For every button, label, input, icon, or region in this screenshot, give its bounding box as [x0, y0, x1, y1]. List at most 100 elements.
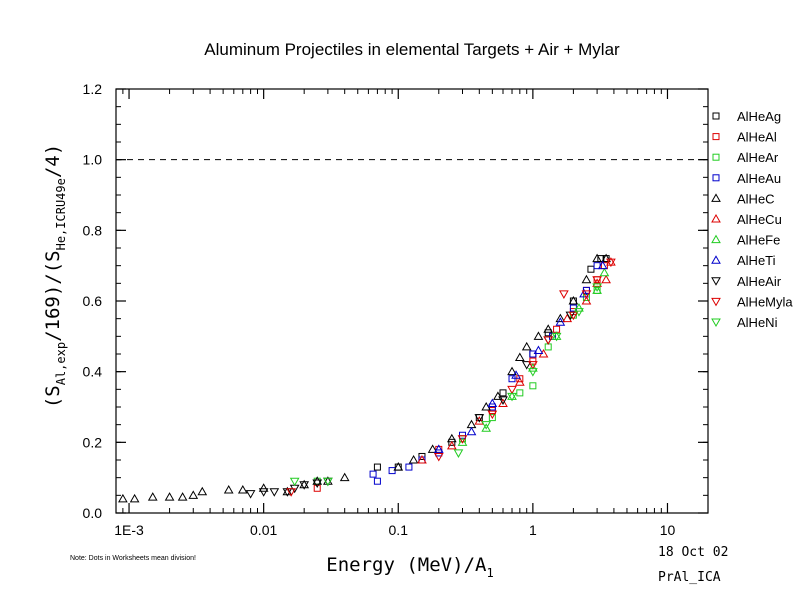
series-AlHeAg — [373, 255, 610, 471]
legend-label: AlHeAl — [737, 130, 777, 145]
y-tick-label: 1.2 — [83, 81, 103, 97]
data-point — [388, 467, 396, 475]
data-point — [555, 317, 566, 326]
legend-label: AlHeCu — [737, 212, 782, 227]
data-point — [592, 283, 602, 292]
date-stamp: 18 Oct 02 — [658, 545, 728, 560]
legend-label: AlHeTi — [737, 253, 776, 268]
data-point — [543, 324, 554, 333]
legend-label: AlHeFe — [737, 233, 780, 248]
data-point — [488, 403, 496, 411]
data-point — [488, 407, 496, 415]
data-point — [448, 438, 456, 446]
x-axis-label-main: Energy (MeV)/A — [326, 554, 487, 576]
data-point — [516, 375, 524, 383]
series-AlHeNi — [289, 283, 602, 487]
legend-label: AlHeAg — [737, 109, 781, 124]
series-AlHeTi — [433, 260, 608, 453]
legend-marker — [712, 112, 720, 120]
data-point — [312, 476, 323, 485]
legend-marker — [711, 277, 721, 286]
data-point — [581, 295, 592, 305]
data-point — [373, 477, 381, 485]
y-tick-label: 1.0 — [83, 152, 103, 168]
y-axis-label-subscript-2: He,ICRU49e — [54, 178, 68, 250]
data-point — [562, 313, 573, 323]
y-tick-label: 0.2 — [83, 434, 103, 450]
data-point — [474, 414, 485, 423]
data-point — [481, 421, 492, 430]
data-point — [511, 370, 521, 379]
data-point — [164, 492, 175, 501]
data-point — [529, 382, 537, 390]
data-point — [393, 462, 404, 471]
data-point — [435, 449, 443, 457]
data-point — [433, 452, 444, 462]
data-point — [599, 267, 610, 277]
legend-item: AlHeAg — [712, 109, 781, 124]
data-point — [269, 488, 280, 497]
data-point — [237, 485, 248, 494]
file-id: PrAl_ICA — [658, 570, 721, 585]
series-AlHeAu — [369, 262, 601, 485]
x-axis-label-subscript: 1 — [486, 566, 493, 580]
y-tick-label: 0.4 — [83, 364, 103, 380]
data-point — [507, 385, 517, 395]
plot-frame — [115, 88, 709, 514]
data-point — [417, 454, 427, 464]
data-point — [466, 426, 477, 436]
y-tick-label: 0.0 — [83, 505, 103, 521]
legend-label: AlHeMyla — [737, 294, 793, 309]
y-tick-label: 0.8 — [83, 222, 103, 238]
x-axis-ticks: 1E-3 0.01 0.1 1 10 — [114, 89, 675, 538]
data-point — [323, 477, 333, 487]
data-point — [507, 392, 517, 402]
data-point — [543, 336, 554, 345]
data-point — [514, 377, 525, 386]
legend-marker — [712, 133, 720, 141]
legend-marker — [711, 255, 721, 264]
data-point — [592, 276, 602, 285]
data-point — [299, 481, 310, 490]
data-point — [581, 290, 592, 299]
data-point — [457, 435, 468, 444]
legend-item: AlHeAl — [712, 130, 777, 145]
data-point — [528, 361, 538, 370]
data-point — [514, 352, 525, 362]
data-point — [592, 285, 602, 294]
data-point — [197, 486, 208, 496]
data-point — [592, 253, 602, 263]
data-point — [177, 492, 188, 501]
data-point — [313, 484, 321, 492]
legend-item: AlHeAr — [712, 150, 779, 165]
data-point — [601, 274, 611, 284]
data-point — [129, 493, 140, 503]
data-point — [418, 452, 426, 460]
data-point — [544, 329, 552, 337]
data-point — [289, 477, 300, 487]
legend-item: AlHeAu — [712, 171, 781, 186]
legend-item: AlHeTi — [711, 253, 776, 268]
data-point — [453, 449, 464, 458]
data-point — [533, 345, 544, 354]
data-point — [493, 391, 503, 400]
series-AlHeCu — [417, 257, 616, 464]
data-point — [568, 295, 579, 305]
legend-label: AlHeC — [737, 191, 775, 206]
data-point — [457, 437, 468, 446]
legend-marker — [711, 297, 721, 307]
data-point — [339, 472, 350, 482]
data-point — [574, 308, 584, 317]
data-point — [369, 470, 377, 478]
x-tick-label: 1 — [529, 522, 537, 538]
series-AlHeC — [118, 253, 611, 503]
legend-item: AlHeMyla — [711, 294, 793, 309]
legend-marker — [712, 153, 720, 161]
legend-marker — [711, 213, 721, 223]
data-point — [568, 311, 579, 321]
legend-item: AlHeFe — [711, 233, 780, 248]
data-point — [551, 332, 562, 342]
data-point — [559, 290, 569, 299]
data-point — [433, 444, 444, 453]
legend-label: AlHeAu — [737, 171, 781, 186]
